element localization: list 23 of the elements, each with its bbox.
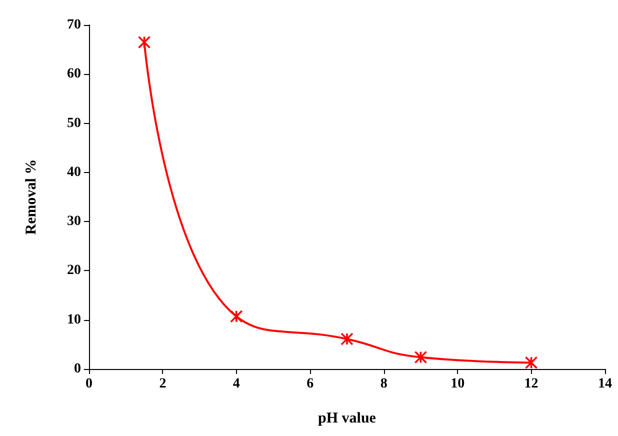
x-tick-label: 6 bbox=[306, 376, 314, 392]
point bbox=[414, 350, 428, 364]
y-tick-label: 0 bbox=[74, 362, 81, 376]
y-tick-label: 40 bbox=[67, 164, 81, 180]
y-tick-label: 50 bbox=[67, 116, 81, 131]
point bbox=[138, 36, 151, 49]
x-tick-label: 0 bbox=[86, 376, 92, 392]
x-tick-label: 4 bbox=[232, 376, 240, 392]
y-tick-label: 30 bbox=[67, 214, 81, 230]
x-tick-label: 8 bbox=[380, 376, 388, 392]
x-tick-label: 10 bbox=[450, 376, 465, 392]
y-axis-title: Removal % bbox=[24, 159, 40, 235]
y-tick-label: 60 bbox=[67, 66, 81, 82]
y-tick-label: 20 bbox=[67, 263, 81, 278]
point bbox=[230, 310, 243, 323]
x-axis-title: pH value bbox=[318, 410, 376, 426]
x-tick-label: 12 bbox=[524, 376, 538, 392]
y-tick-label: 70 bbox=[67, 18, 81, 32]
y-tick-label: 10 bbox=[67, 312, 81, 328]
point bbox=[340, 332, 354, 346]
x-tick-label: 2 bbox=[159, 376, 166, 392]
point bbox=[524, 356, 538, 370]
x-tick-label: 14 bbox=[598, 376, 612, 392]
